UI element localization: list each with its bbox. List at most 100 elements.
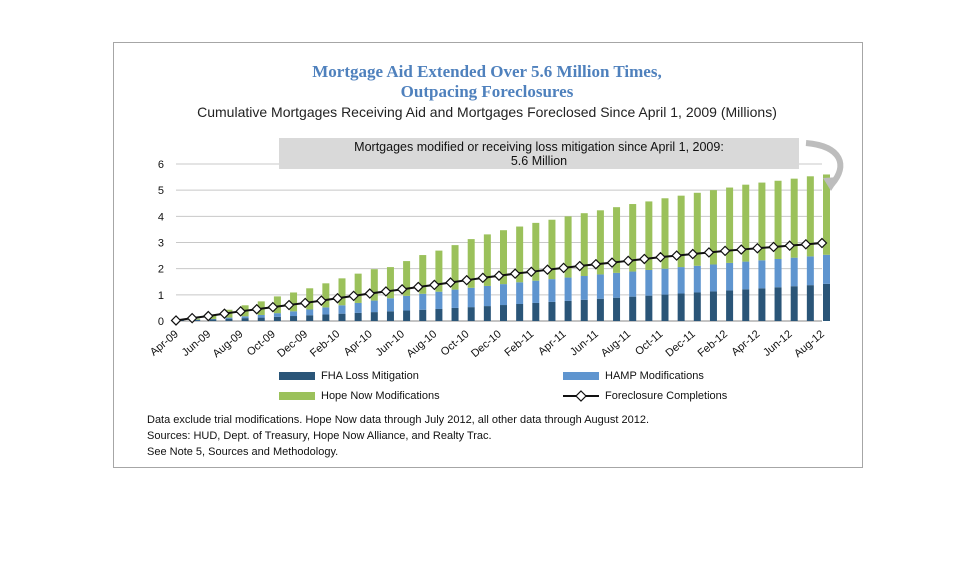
bar-hope-now-modifications — [532, 222, 540, 281]
bar-fha-loss-mitigation — [209, 319, 217, 321]
foreclosure-marker — [525, 266, 537, 278]
foreclosure-marker — [606, 257, 618, 268]
foreclosure-marker — [509, 268, 521, 279]
x-tick-label: Oct-11 — [633, 328, 665, 358]
bar-hope-now-modifications — [790, 178, 798, 258]
bar-fha-loss-mitigation — [564, 300, 572, 321]
y-tick-label: 2 — [158, 264, 164, 276]
foreclosure-marker — [671, 250, 682, 261]
bar-fha-loss-mitigation — [774, 287, 782, 321]
bar-hamp-modifications — [338, 305, 346, 314]
bar-hope-now-modifications — [419, 255, 427, 294]
bar-fha-loss-mitigation — [629, 296, 637, 321]
bar-hope-now-modifications — [467, 239, 475, 288]
bar-hope-now-modifications — [403, 261, 411, 296]
bar-hope-now-modifications — [806, 176, 814, 257]
bar-hamp-modifications — [661, 268, 669, 295]
bar-hamp-modifications — [758, 260, 766, 289]
bar-hope-now-modifications — [677, 195, 685, 268]
bar-fha-loss-mitigation — [386, 311, 394, 321]
bar-fha-loss-mitigation — [742, 289, 750, 321]
foreclosure-marker — [816, 237, 828, 249]
bar-fha-loss-mitigation — [532, 302, 540, 321]
foreclosure-marker — [639, 253, 650, 265]
bar-hamp-modifications — [483, 285, 491, 307]
chart-title-line2: Outpacing Foreclosures — [400, 82, 574, 101]
bar-fha-loss-mitigation — [273, 316, 281, 321]
bar-hope-now-modifications — [435, 250, 443, 292]
legend-fha-label: FHA Loss Mitigation — [321, 370, 419, 382]
callout-arrowhead — [823, 177, 840, 191]
bar-fha-loss-mitigation — [225, 318, 233, 321]
bar-hamp-modifications — [306, 309, 314, 316]
foreclosure-marker — [283, 299, 295, 311]
bar-fha-loss-mitigation — [306, 315, 314, 321]
callout-line1: Mortgages modified or receiving loss mit… — [354, 140, 724, 154]
y-tick-label: 4 — [158, 211, 164, 223]
y-tick-label: 1 — [158, 290, 164, 302]
foreclosure-marker — [574, 260, 586, 272]
bar-hope-now-modifications — [306, 288, 314, 310]
bar-fha-loss-mitigation — [806, 285, 814, 321]
foreclosure-marker — [251, 303, 263, 315]
bar-hope-now-modifications — [370, 269, 378, 301]
foreclosure-marker — [299, 297, 311, 309]
bar-hamp-modifications — [677, 267, 685, 294]
x-tick-label: Jun-09 — [180, 328, 213, 359]
bar-hope-now-modifications — [354, 273, 362, 303]
foreclosure-marker — [170, 315, 182, 326]
x-tick-label: Aug-10 — [404, 328, 439, 360]
bar-hamp-modifications — [225, 317, 233, 319]
foreclosure-marker — [267, 301, 279, 313]
bar-fha-loss-mitigation — [451, 307, 459, 321]
foreclosure-marker — [687, 248, 699, 260]
bar-hope-now-modifications — [451, 245, 459, 290]
bar-hope-now-modifications — [693, 192, 701, 266]
bar-hope-now-modifications — [322, 283, 330, 308]
chart-title-line1: Mortgage Aid Extended Over 5.6 Million T… — [312, 62, 662, 81]
legend-foreclosure: Foreclosure Completions — [563, 389, 727, 403]
bar-hope-now-modifications — [209, 315, 217, 319]
foreclosure-marker — [429, 279, 440, 291]
bar-hamp-modifications — [500, 284, 507, 306]
bar-hamp-modifications — [709, 264, 717, 292]
foreclosure-marker — [186, 312, 198, 324]
foreclosure-marker — [784, 240, 796, 251]
bar-fha-loss-mitigation — [370, 312, 378, 321]
legend-foreclosure-label: Foreclosure Completions — [605, 390, 728, 402]
x-tick-label: Jun-12 — [761, 328, 794, 359]
x-tick-label: Dec-10 — [469, 328, 504, 360]
bar-hamp-modifications — [322, 307, 330, 315]
bar-hamp-modifications — [693, 265, 701, 293]
legend-hope-label: Hope Now Modifications — [321, 390, 440, 402]
y-tick-label: 5 — [158, 185, 164, 197]
x-tick-label: Feb-12 — [696, 328, 730, 360]
bar-fha-loss-mitigation — [483, 306, 491, 321]
bar-hamp-modifications — [386, 298, 394, 312]
foreclosure-marker — [364, 288, 376, 299]
bar-hamp-modifications — [774, 258, 782, 288]
bar-fha-loss-mitigation — [354, 312, 362, 321]
bar-fha-loss-mitigation — [257, 317, 265, 321]
legend-fha: FHA Loss Mitigation — [279, 369, 419, 383]
legend-hamp: HAMP Modifications — [563, 369, 704, 383]
bar-fha-loss-mitigation — [435, 308, 443, 321]
bar-hamp-modifications — [645, 269, 653, 296]
bar-fha-loss-mitigation — [580, 299, 588, 321]
bar-hamp-modifications — [354, 302, 362, 313]
foreclosure-marker — [396, 283, 408, 295]
foreclosure-marker — [719, 245, 731, 257]
bar-fha-loss-mitigation — [467, 307, 475, 321]
bar-fha-loss-mitigation — [516, 303, 524, 321]
bar-fha-loss-mitigation — [677, 293, 685, 321]
bar-hope-now-modifications — [273, 296, 281, 314]
bar-fha-loss-mitigation — [193, 319, 201, 321]
bar-hope-now-modifications — [629, 204, 637, 272]
foreclosure-marker — [542, 264, 553, 276]
x-tick-label: Apr-11 — [536, 328, 568, 358]
bar-hope-now-modifications — [726, 187, 734, 263]
bar-fha-loss-mitigation — [403, 310, 411, 321]
bar-hamp-modifications — [467, 287, 475, 308]
legend-hope-swatch — [279, 392, 315, 401]
